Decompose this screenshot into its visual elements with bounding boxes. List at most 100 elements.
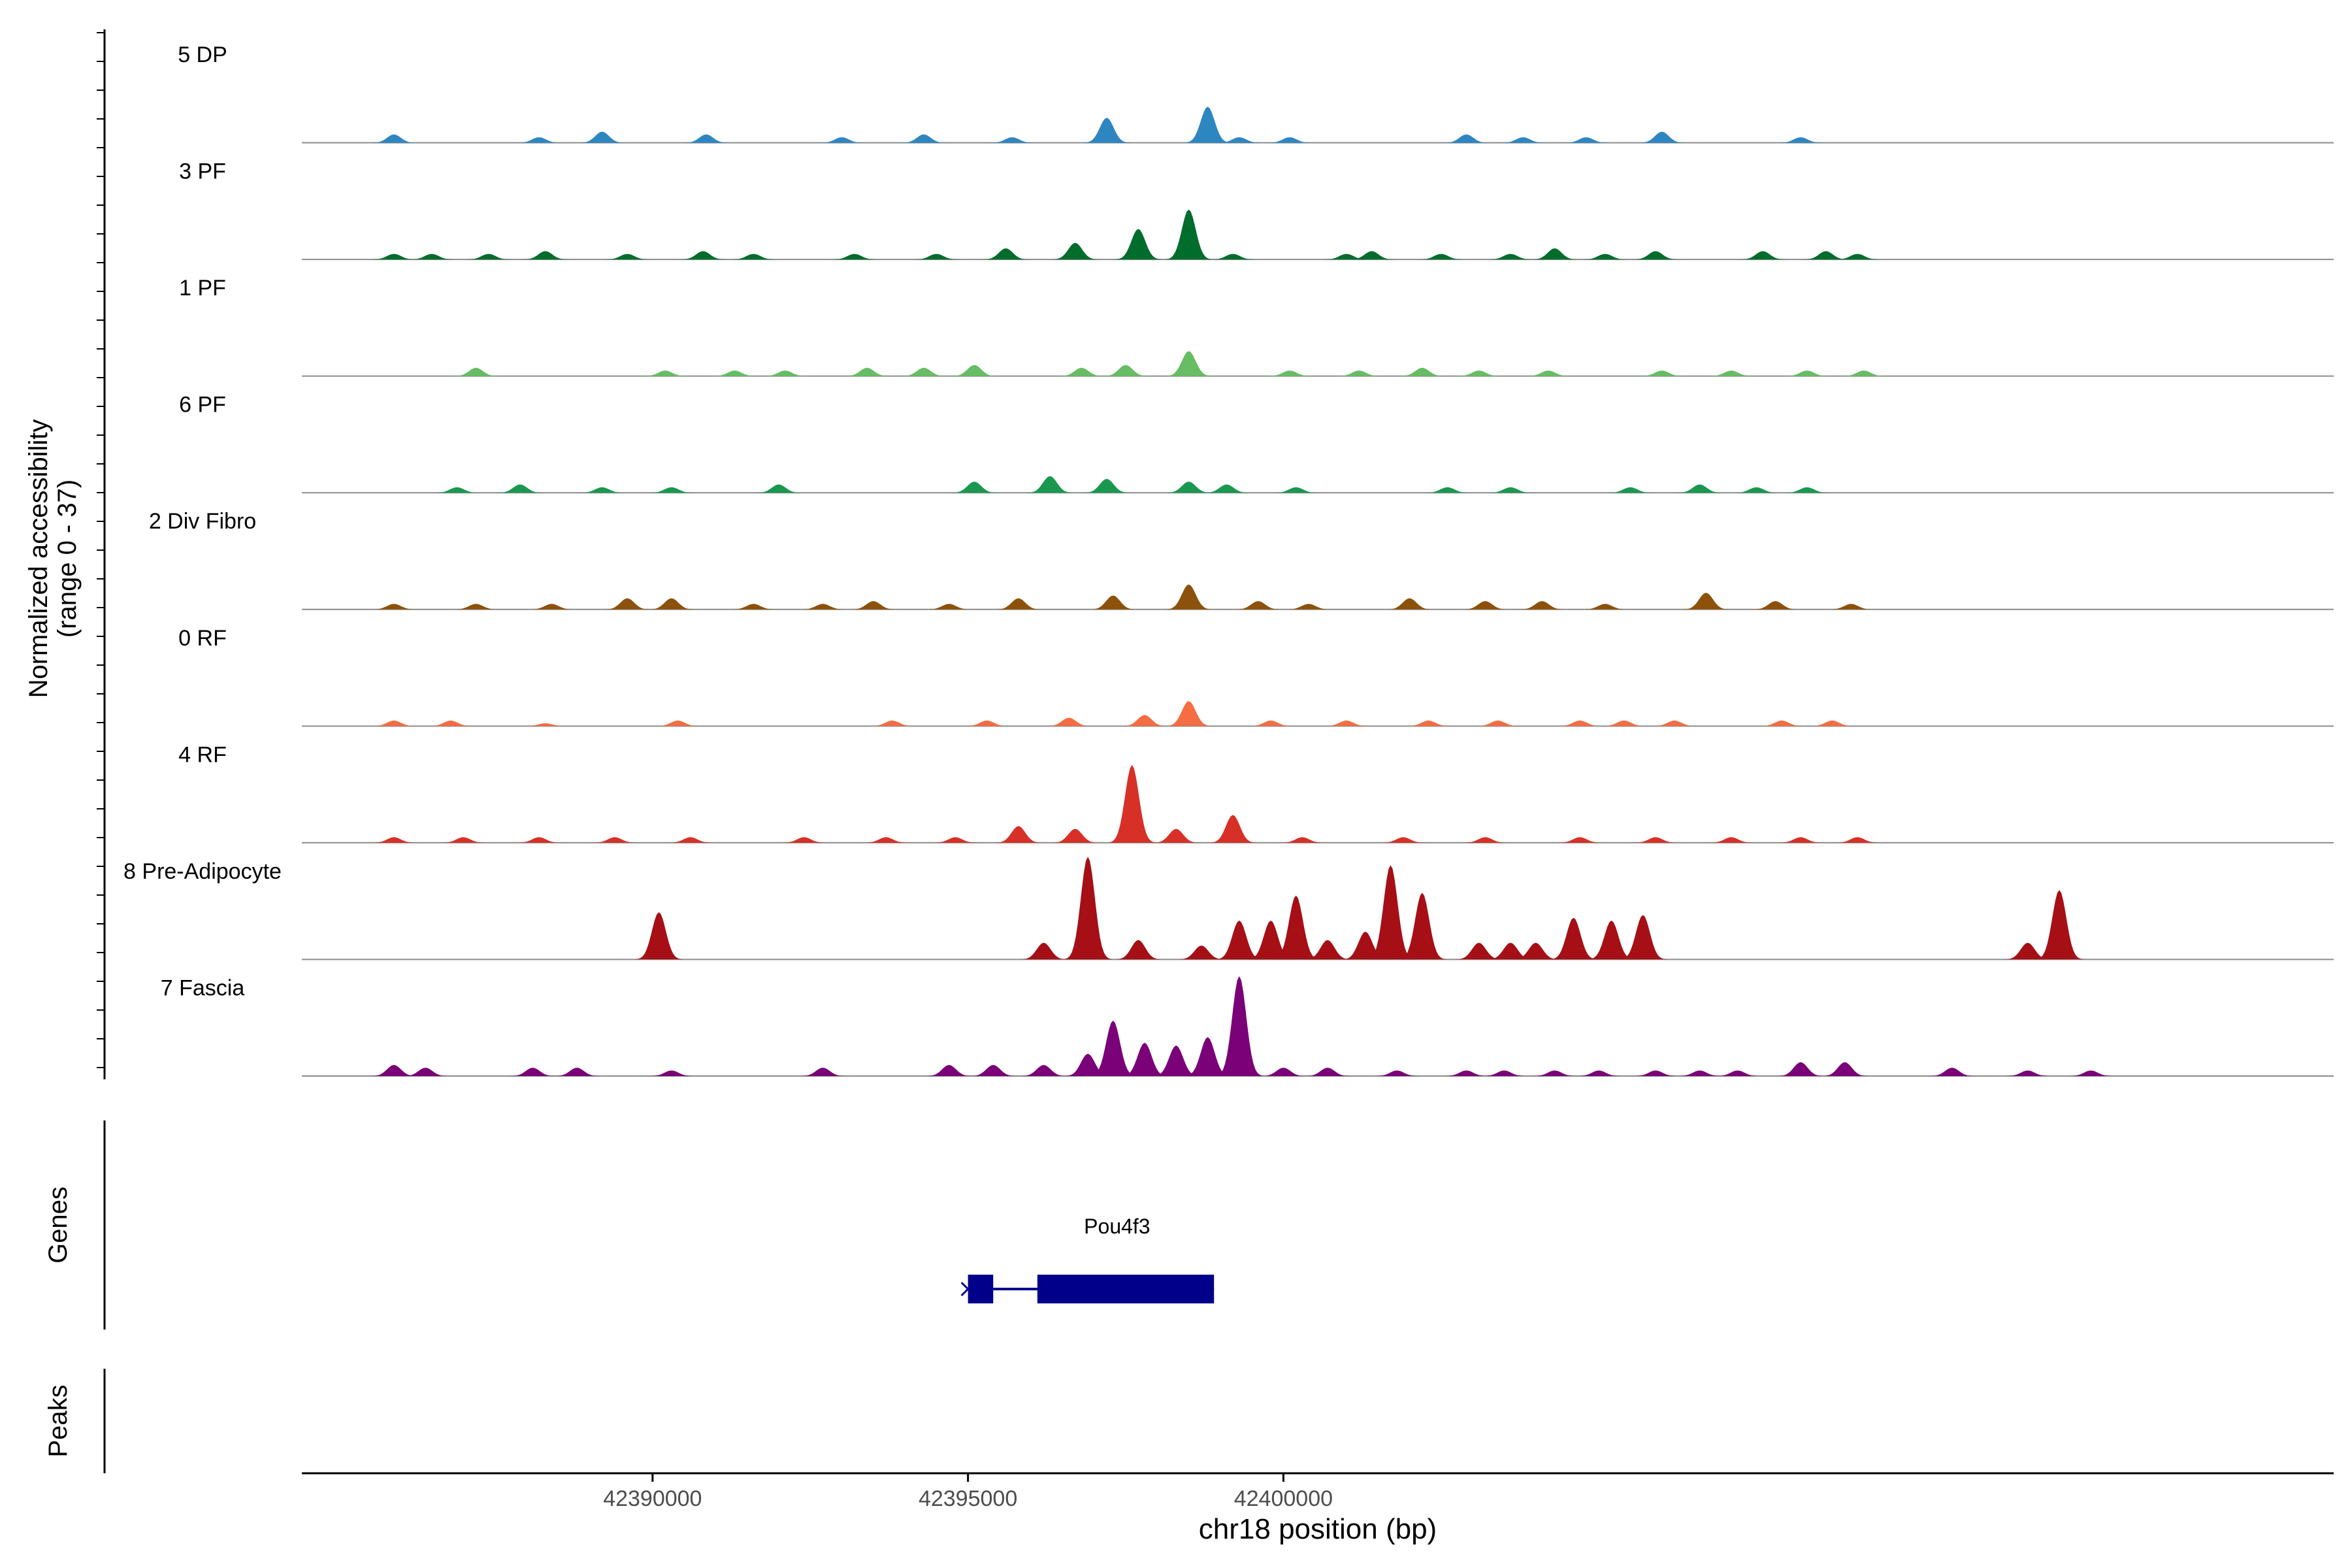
track-3-pf: 3 PF [179,159,2334,261]
coverage-peak [1101,365,1151,376]
genes-panel: Genes Pou4f3 [44,1120,1215,1330]
track-7-fascia: 7 Fascia [161,975,2334,1077]
coverage-peak [1839,370,1888,376]
coverage-peak [1524,370,1573,376]
coverage-peak [1757,720,1806,727]
coverage-peak [1366,865,1415,960]
coverage-peak [647,1070,696,1076]
coverage-peak [552,1068,602,1076]
track-2-div-fibro: 2 Div Fibro [149,509,2334,610]
coverage-peak [369,837,419,843]
track-label-7-fascia: 7 Fascia [161,975,245,1000]
coverage-peak [1385,598,1434,610]
coverage-peak [842,367,892,376]
coverage-peak [1776,137,1825,143]
coverage-peak [1530,248,1579,260]
x-axis-ticks: 42390000 42395000 42400000 [603,1473,1333,1511]
coverage-peak [495,484,545,493]
coverage-peak [1177,945,1226,960]
coverage-peak [1707,837,1756,843]
coverage-peak [369,134,419,143]
coverage-peak [647,487,696,493]
coverage-peak [924,604,973,610]
coverage-peak [653,720,702,727]
coverage-peak [1486,253,1535,260]
gene-exon [1037,1275,1215,1303]
coverage-peak [779,837,828,843]
coverage-peak [1303,939,1352,960]
coverage-peak [1164,701,1213,727]
coverage-peak [1164,584,1213,610]
coverage-peak [1322,720,1371,727]
coverage-peak [1114,939,1163,960]
coverage-peak [1303,1068,1352,1076]
coverage-peak [508,1068,557,1076]
coverage-peak [1776,1062,1825,1076]
coverage-peak [1164,351,1213,376]
coverage-peak [1215,976,1264,1076]
coverage-peak [1044,717,1094,727]
coverage-peak [1801,251,1850,260]
coverage-peak [1183,1037,1232,1076]
coverage-peak [433,487,482,493]
coverage-peak [1637,370,1686,376]
track-label-1-pf: 1 PF [179,276,226,301]
coverage-peak [1682,593,1731,610]
coverage-peak [1675,1070,1724,1076]
track-label-6-pf: 6 PF [179,393,226,417]
coverage-peak [1379,837,1428,843]
coverage-peak [899,367,949,376]
coverage-peak [1675,484,1724,493]
coverage-peak [464,253,513,260]
coverage-peak [1107,765,1156,843]
x-axis-title: chr18 position (bp) [1199,1513,1437,1545]
x-tick-label: 42390000 [603,1486,702,1511]
coverage-peak [1209,253,1258,260]
coverage-peak [678,251,728,260]
coverage-peak [1051,828,1100,843]
track-5-dp: 5 DP [178,42,2334,144]
coverage-peak [514,837,564,843]
coverage-peak [1486,943,1535,960]
coverage-peak [369,253,419,260]
coverage-peak [1271,487,1320,493]
track-label-2-div-fibro: 2 Div Fibro [149,509,256,534]
coverage-peak [1202,484,1251,493]
coverage-peak [817,137,866,143]
coverage-peak [710,370,759,376]
coverage-peak [2003,943,2052,960]
coverage-peak [760,370,809,376]
coverage-peak [1827,604,1876,610]
coverage-peak [1442,134,1491,143]
coverage-peak [1575,1070,1624,1076]
coverage-peak [514,137,564,143]
coverage-peak [1164,209,1213,260]
coverage-peak [1580,253,1629,260]
coverage-peak [1776,837,1825,843]
coverage-peak [1499,137,1548,143]
coverage-peak [578,131,627,143]
track-label-0-rf: 0 RF [178,626,227,651]
coverage-peak [1246,921,1296,960]
coverage-peak [1927,1068,1976,1076]
coverage-peak [950,482,999,493]
coverage-tracks: 5 DP 3 PF 1 PF 6 PF 2 Div Fibro 0 RF 4 RF 8 Pre… [123,42,2334,1077]
coverage-peak [1751,601,1800,610]
coverage-peak [1618,915,1667,960]
coverage-peak [1480,1070,1529,1076]
coverage-panel: Normalized accessibility (range 0 - 37) … [24,29,2334,1079]
gene-name-label: Pou4f3 [1084,1215,1150,1238]
track-4-rf: 4 RF [178,742,2334,843]
x-tick-label: 42400000 [1234,1486,1333,1511]
coverage-peak [994,598,1043,610]
y-axis-label-line2: (range 0 - 37) [53,480,82,638]
coverage-peak [1183,106,1232,143]
gene-annotation: Pou4f3 [960,1215,1215,1303]
coverage-peak [1019,943,1068,960]
coverage-peak [1404,720,1453,727]
coverage-peak [1556,720,1605,727]
coverage-peak [527,604,576,610]
genes-label: Genes [44,1186,73,1264]
coverage-peak [729,604,778,610]
